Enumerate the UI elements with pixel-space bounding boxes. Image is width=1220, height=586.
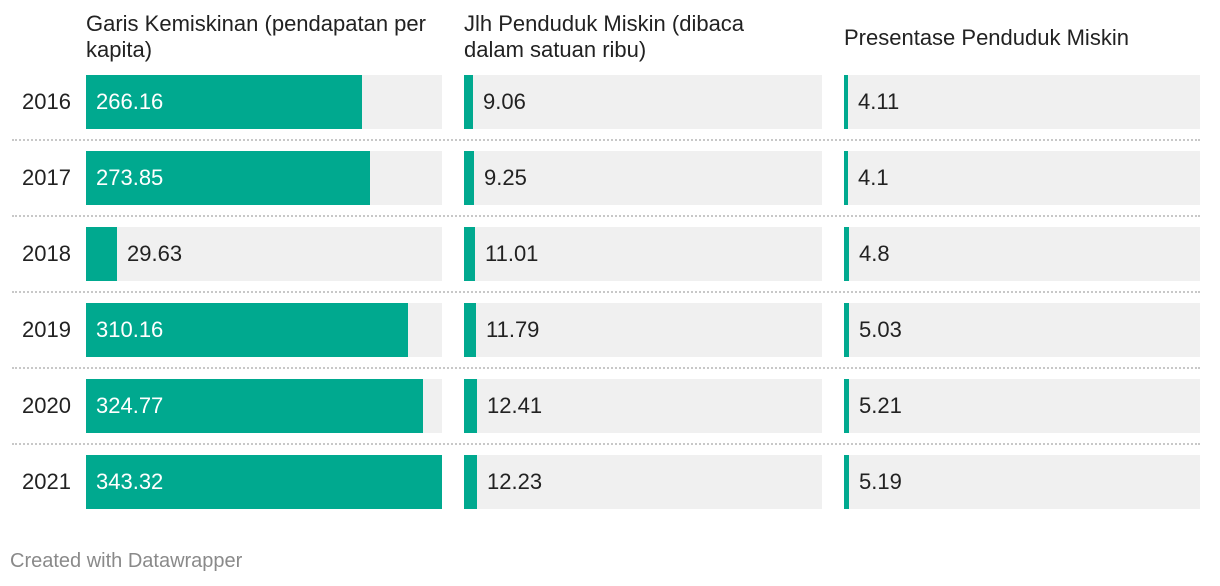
bar-2020-s0 — [86, 379, 423, 433]
bar-track: 12.41 — [464, 379, 822, 433]
value-label: 9.25 — [484, 165, 527, 190]
bar-track: 11.79 — [464, 303, 822, 357]
bar-track: 5.21 — [844, 379, 1200, 433]
value-label: 310.16 — [96, 317, 164, 342]
bar-2017-s0 — [86, 151, 370, 205]
bar-2019-s1 — [464, 303, 476, 357]
bar-track: 5.19 — [844, 455, 1200, 509]
bar-2021-s1 — [464, 455, 477, 509]
bar-2019-s0 — [86, 303, 408, 357]
value-label: 11.01 — [485, 241, 539, 266]
bar-track: 29.63 — [86, 227, 442, 281]
bar-2016-s1 — [464, 75, 473, 129]
value-label: 11.79 — [486, 317, 540, 342]
col-header-presentase-penduduk-miskin: Presentase Penduduk Miskin — [844, 25, 1129, 50]
row-label-2017: 2017 — [22, 165, 71, 190]
value-label: 5.21 — [859, 393, 902, 418]
row-label-2018: 2018 — [22, 241, 71, 266]
bar-2019-s2 — [844, 303, 849, 357]
bar-track: 343.32 — [86, 455, 442, 509]
bar-track: 4.11 — [844, 75, 1200, 129]
bar-2018-s0 — [86, 227, 117, 281]
bar-track: 12.23 — [464, 455, 822, 509]
value-label: 343.32 — [96, 469, 164, 494]
bar-track: 9.06 — [464, 75, 822, 129]
row-divider — [12, 367, 1200, 369]
bar-track: 266.16 — [86, 75, 442, 129]
row-label-2021: 2021 — [22, 469, 71, 494]
value-label: 266.16 — [96, 89, 164, 114]
value-label: 4.8 — [859, 241, 890, 266]
value-label: 12.23 — [487, 469, 543, 494]
footer-credit: Created with Datawrapper — [10, 550, 243, 572]
value-label: 9.06 — [483, 89, 526, 114]
value-label: 4.11 — [858, 89, 900, 114]
bar-2021-s2 — [844, 455, 849, 509]
row-divider — [12, 215, 1200, 217]
value-label: 12.41 — [487, 393, 543, 418]
col-header-jlh-penduduk-miskin: Jlh Penduduk Miskin (dibaca dalam satuan… — [464, 11, 745, 62]
bar-2021-s0 — [86, 455, 442, 509]
value-label: 324.77 — [96, 393, 164, 418]
bar-track: 324.77 — [86, 379, 442, 433]
value-label: 5.19 — [859, 469, 902, 494]
bar-track: 273.85 — [86, 151, 442, 205]
bar-2020-s1 — [464, 379, 477, 433]
bar-track: 4.8 — [844, 227, 1200, 281]
row-label-2019: 2019 — [22, 317, 71, 342]
row-label-2016: 2016 — [22, 89, 71, 114]
row-divider — [12, 443, 1200, 445]
value-label: 29.63 — [127, 241, 183, 266]
bar-2018-s2 — [844, 227, 849, 281]
row-divider — [12, 291, 1200, 293]
value-label: 273.85 — [96, 165, 164, 190]
bar-track: 9.25 — [464, 151, 822, 205]
value-label: 5.03 — [859, 317, 902, 342]
bar-2017-s1 — [464, 151, 474, 205]
bar-track: 4.1 — [844, 151, 1200, 205]
row-divider — [12, 139, 1200, 141]
bar-2020-s2 — [844, 379, 849, 433]
col-header-garis-kemiskinan: Garis Kemiskinan (pendapatan per kapita) — [86, 11, 426, 62]
bar-track: 5.03 — [844, 303, 1200, 357]
bar-2016-s0 — [86, 75, 362, 129]
bar-2017-s2 — [844, 151, 848, 205]
bar-track: 11.01 — [464, 227, 822, 281]
bar-2018-s1 — [464, 227, 475, 281]
bar-2016-s2 — [844, 75, 848, 129]
row-label-2020: 2020 — [22, 393, 71, 418]
bar-track: 310.16 — [86, 303, 442, 357]
value-label: 4.1 — [858, 165, 889, 190]
